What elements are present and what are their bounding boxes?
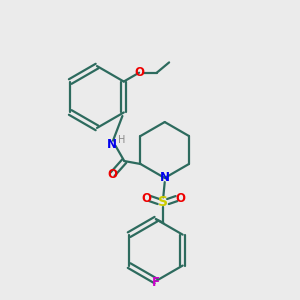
Text: N: N (106, 138, 117, 151)
Text: O: O (134, 66, 144, 79)
Text: N: N (160, 172, 170, 184)
Text: O: O (175, 192, 185, 205)
Text: S: S (158, 194, 168, 208)
Text: O: O (141, 192, 151, 205)
Text: O: O (107, 168, 118, 181)
Text: F: F (152, 276, 160, 289)
Text: H: H (118, 135, 126, 146)
